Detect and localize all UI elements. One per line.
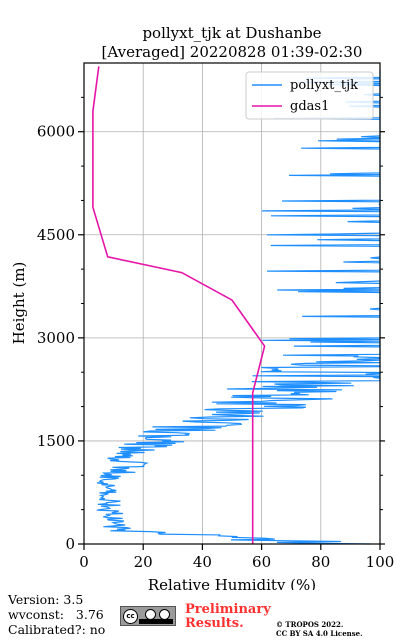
x-tick-label: 80: [311, 553, 330, 571]
plot-area: 0 20 40 60 80 100 0 1500 3000 4500 6000: [37, 62, 395, 571]
legend-box: [245, 71, 374, 120]
x-tick-label: 100: [366, 553, 395, 571]
x-tick-label: 40: [193, 553, 212, 571]
version-info: Version: 3.5 wvconst: 3.76 Calibrated?: no: [8, 592, 105, 637]
y-tick-label: 6000: [37, 123, 75, 141]
x-tick-label: 60: [252, 553, 271, 571]
series-line-pollyxt_tjk: [96, 69, 381, 545]
y-tick-label: 0: [65, 535, 75, 553]
wvconst-line: wvconst: 3.76: [8, 607, 104, 622]
preliminary-line2: Results.: [185, 616, 244, 631]
series-layer: [92, 66, 381, 545]
y-tick-label: 3000: [37, 329, 75, 347]
legend-label-pollyxt: pollyxt_tjk: [290, 78, 358, 93]
x-tick-label: 0: [79, 553, 89, 571]
x-tick-label: 20: [134, 553, 153, 571]
cc-icon: cc: [123, 609, 138, 624]
chart-title-line2: [Averaged] 20220828 01:39-02:30: [102, 43, 363, 61]
calibrated-line: Calibrated?: no: [8, 622, 106, 637]
x-axis-label: Relative Humidity (%): [148, 576, 316, 590]
series-line-gdas1: [92, 66, 266, 544]
y-tick-label: 4500: [37, 226, 75, 244]
copyright-line1: © TROPOS 2022.: [276, 620, 344, 629]
cc-license-badge-icon: cc: [120, 606, 176, 626]
chart-title-line1: pollyxt_tjk at Dushanbe: [142, 24, 321, 42]
copyright-line2: CC BY SA 4.0 License.: [276, 629, 363, 638]
legend-label-gdas1: gdas1: [290, 99, 329, 114]
rh-profile-chart: pollyxt_tjk at Dushanbe [Averaged] 20220…: [10, 24, 395, 590]
ticks: 0 20 40 60 80 100 0 1500 3000 4500 6000: [37, 96, 395, 571]
badge-strip: [139, 619, 173, 624]
preliminary-notice: Preliminary Results.: [185, 603, 271, 631]
preliminary-line1: Preliminary: [185, 602, 271, 617]
legend: pollyxt_tjk gdas1: [245, 71, 374, 120]
y-axis-label: Height (m): [10, 262, 28, 345]
copyright-notice: © TROPOS 2022. CC BY SA 4.0 License.: [276, 620, 363, 638]
version-line: Version: 3.5: [8, 592, 84, 607]
y-tick-label: 1500: [37, 432, 75, 450]
